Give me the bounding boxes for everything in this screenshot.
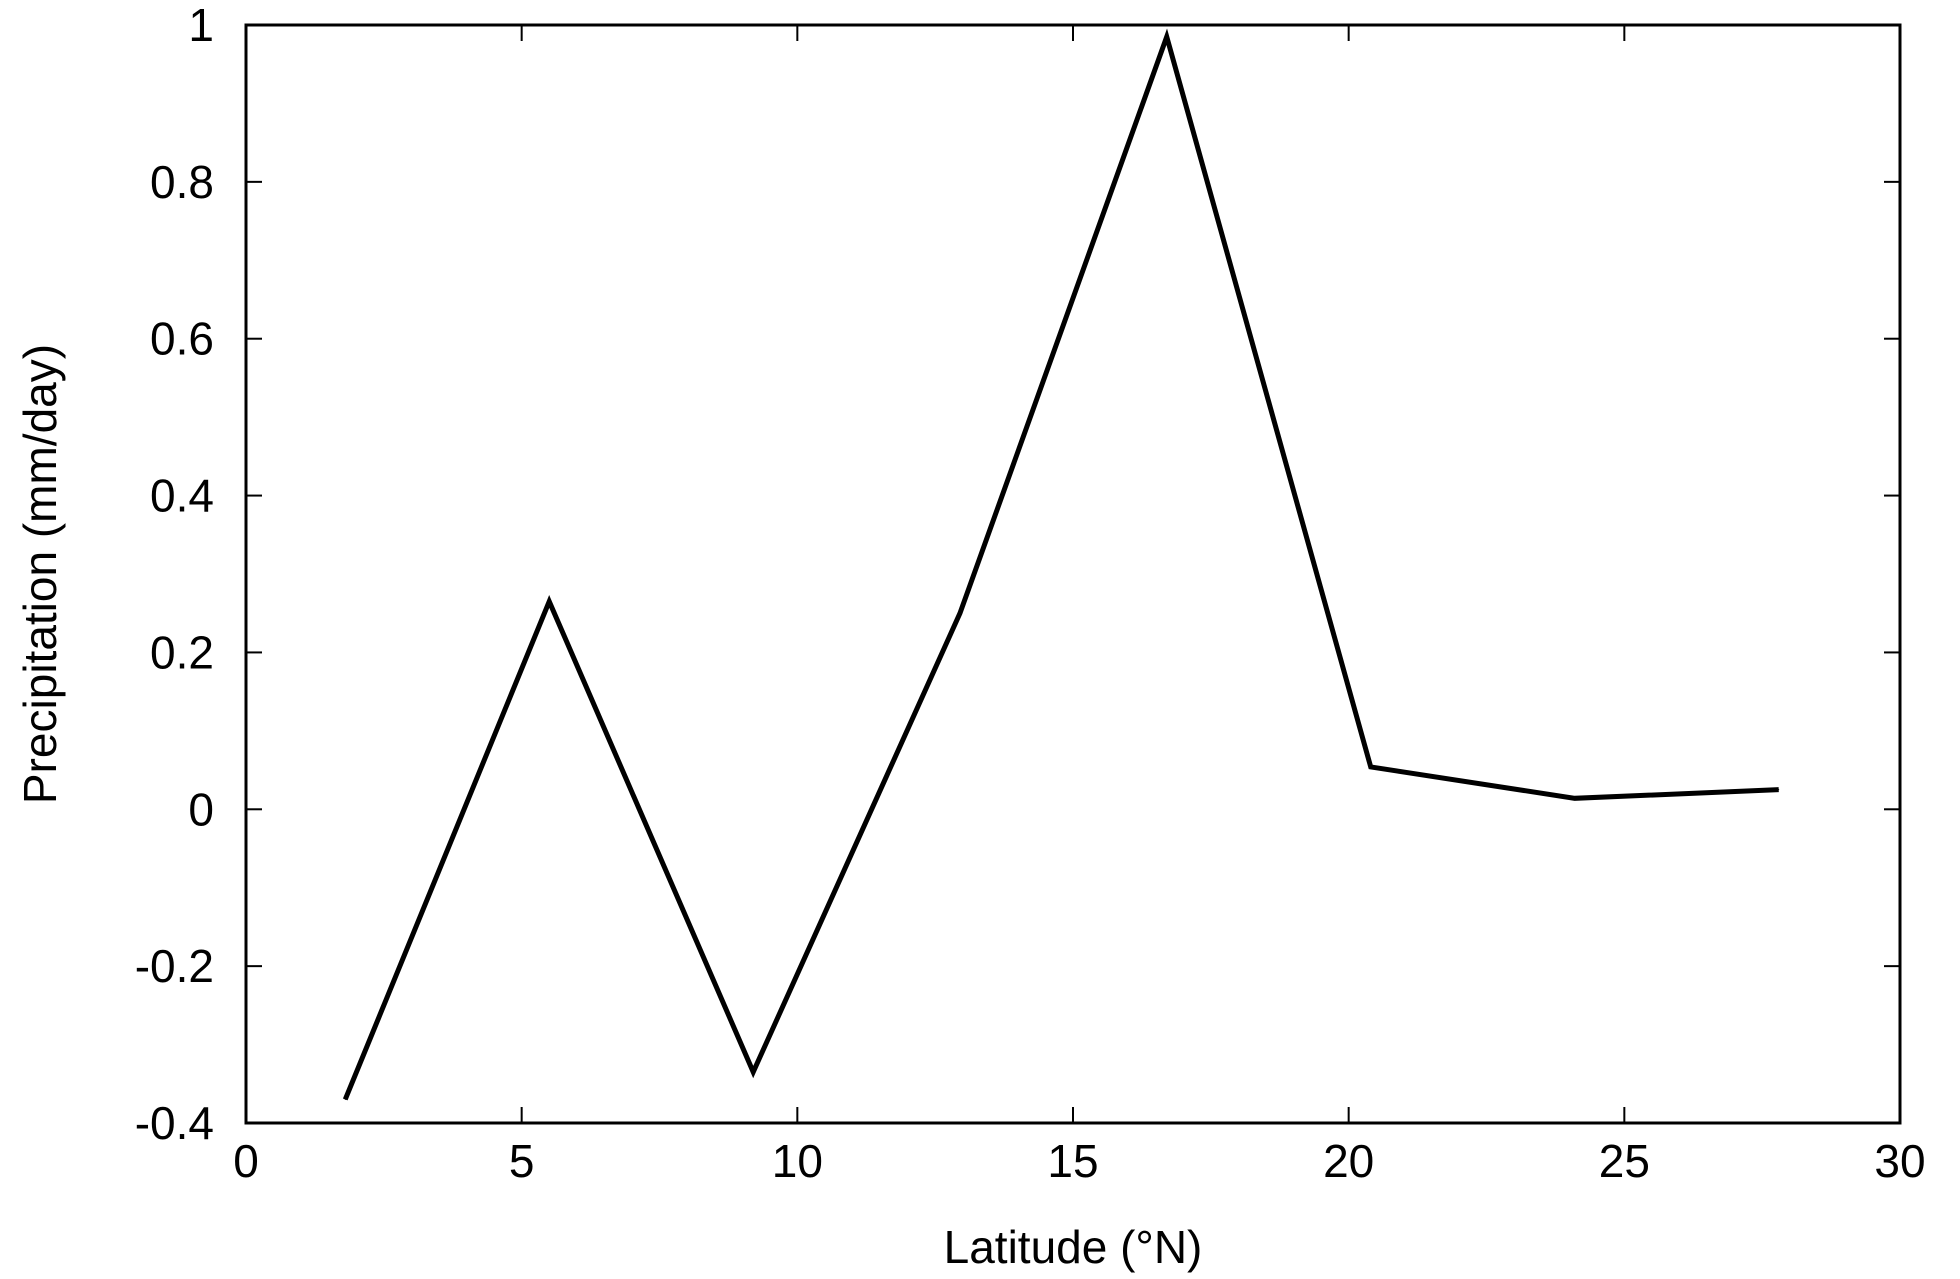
x-axis-label: Latitude (°N) xyxy=(944,1221,1203,1273)
x-tick-label: 25 xyxy=(1599,1135,1650,1187)
y-tick-label: 1 xyxy=(188,0,214,51)
x-tick-label: 0 xyxy=(233,1135,259,1187)
data-point xyxy=(1574,797,1576,799)
y-tick-label: -0.2 xyxy=(135,940,214,992)
data-point xyxy=(344,1098,346,1100)
y-axis-label: Precipitation (mm/day) xyxy=(14,344,66,804)
x-tick-label: 30 xyxy=(1874,1135,1925,1187)
data-point xyxy=(1370,766,1372,768)
data-point xyxy=(548,600,550,602)
tick-labels-layer: 0 5 10 15 20 25 30 -0.4 -0.2 0 0.2 0.4 0.6 0.8 1 xyxy=(135,0,1926,1187)
data-point xyxy=(1166,36,1168,38)
y-tick-label: -0.4 xyxy=(135,1097,214,1149)
plot-frame xyxy=(244,23,1902,1125)
x-tick-label: 15 xyxy=(1047,1135,1098,1187)
data-point xyxy=(752,1071,754,1073)
series-layer xyxy=(342,28,1780,1101)
series-line xyxy=(342,28,1779,1101)
data-point xyxy=(1778,789,1780,791)
data-point xyxy=(959,612,961,614)
y-tick-label: 0.4 xyxy=(150,470,214,522)
x-tick-label: 10 xyxy=(772,1135,823,1187)
x-tick-label: 5 xyxy=(509,1135,535,1187)
y-tick-label: 0.8 xyxy=(150,156,214,208)
y-tick-label: 0.2 xyxy=(150,626,214,678)
ticks-layer xyxy=(245,24,1901,1124)
x-tick-label: 20 xyxy=(1323,1135,1374,1187)
y-tick-label: 0.6 xyxy=(150,313,214,365)
y-tick-label: 0 xyxy=(188,783,214,835)
